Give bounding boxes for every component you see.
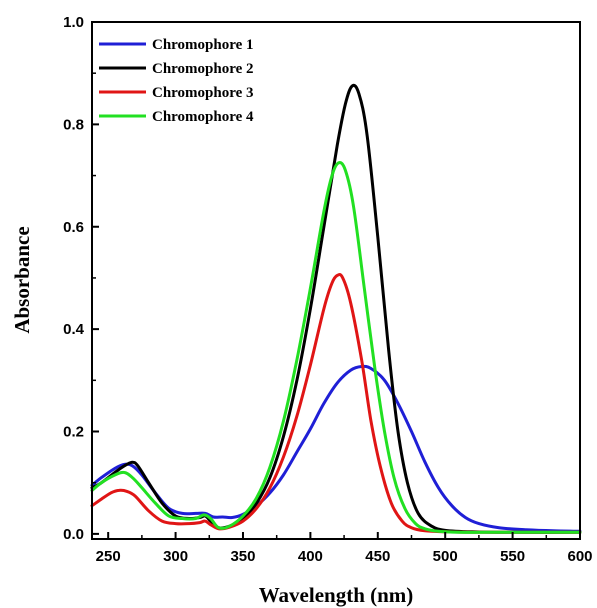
series-line-2 (90, 83, 582, 534)
legend-label-4: Chromophore 4 (152, 109, 254, 125)
legend-label-1: Chromophore 1 (152, 37, 254, 53)
x-tick-label: 450 (365, 548, 390, 565)
series-line-4 (90, 161, 582, 534)
series-layer (90, 83, 582, 534)
x-tick-label: 400 (298, 548, 323, 565)
y-axis-title: Absorbance (10, 226, 34, 333)
ticks-layer: 250 300 350 400 450 500 550 600 0.0 0.2 0.4 0.6 0.8 1… (63, 14, 592, 565)
y-tick-label: 1.0 (63, 14, 84, 31)
y-tick-label: 0.4 (63, 321, 85, 338)
x-tick-label: 350 (230, 548, 255, 565)
x-tick-label: 300 (163, 548, 188, 565)
plot-frame (91, 21, 581, 540)
legend: Chromophore 1 Chromophore 2 Chromophore 3 C… (99, 37, 254, 125)
y-tick-label: 0.6 (63, 219, 84, 236)
x-tick-label: 600 (567, 548, 592, 565)
series-line-3 (90, 273, 582, 534)
y-tick-label: 0.0 (63, 526, 84, 543)
x-tick-label: 250 (96, 548, 121, 565)
y-tick-label: 0.2 (63, 424, 84, 441)
x-tick-label: 500 (433, 548, 458, 565)
x-axis-title: Wavelength (nm) (259, 583, 414, 607)
legend-label-2: Chromophore 2 (152, 61, 254, 77)
y-tick-label: 0.8 (63, 116, 84, 133)
x-tick-label: 550 (500, 548, 525, 565)
legend-label-3: Chromophore 3 (152, 85, 254, 101)
